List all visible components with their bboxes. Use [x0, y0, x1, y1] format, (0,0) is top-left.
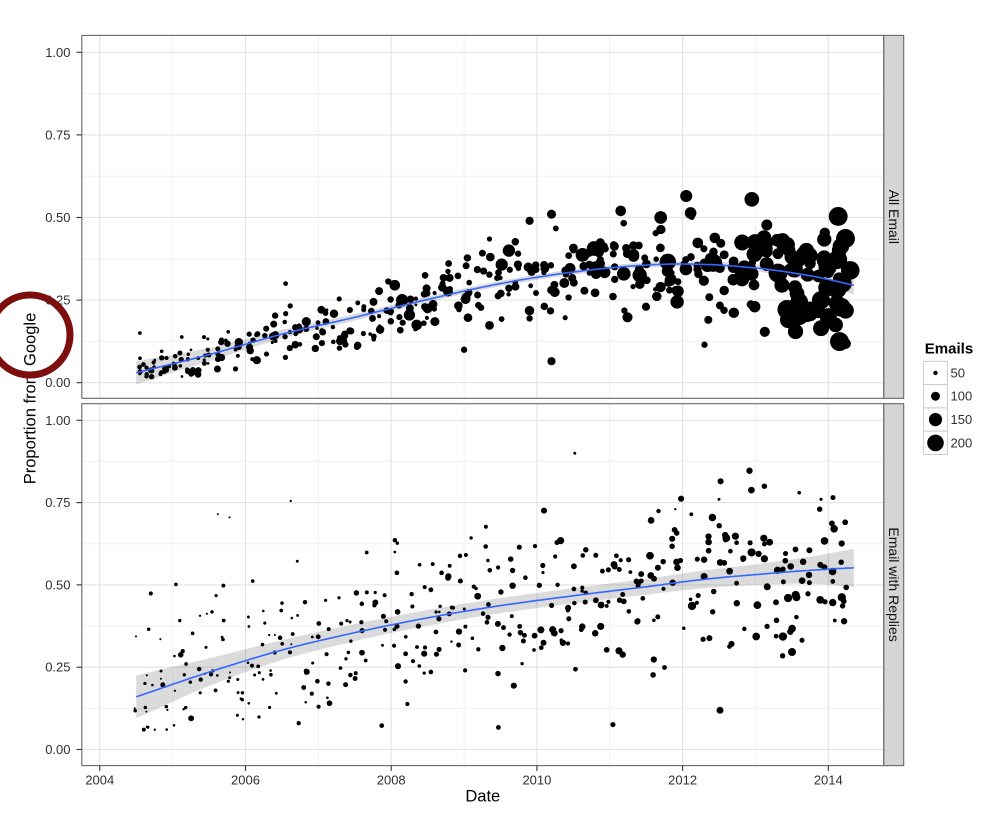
svg-text:100: 100	[951, 389, 973, 404]
svg-text:200: 200	[951, 435, 973, 450]
svg-text:0.00: 0.00	[45, 375, 70, 390]
svg-text:0.75: 0.75	[45, 495, 70, 510]
svg-text:150: 150	[951, 412, 973, 427]
svg-text:0.25: 0.25	[45, 660, 70, 675]
svg-text:0.50: 0.50	[45, 577, 70, 592]
svg-text:Proportion from Google: Proportion from Google	[22, 313, 40, 485]
svg-text:0.00: 0.00	[45, 742, 70, 757]
svg-text:2012: 2012	[668, 773, 697, 788]
svg-text:Emails: Emails	[925, 341, 973, 358]
svg-text:0.50: 0.50	[45, 210, 70, 225]
svg-text:Email with Replies: Email with Replies	[886, 527, 902, 641]
svg-text:2006: 2006	[231, 773, 260, 788]
svg-text:All Email: All Email	[886, 190, 902, 244]
svg-text:2014: 2014	[814, 773, 843, 788]
svg-text:2008: 2008	[377, 773, 406, 788]
svg-text:2004: 2004	[85, 773, 114, 788]
svg-text:50: 50	[951, 365, 965, 380]
svg-text:0.75: 0.75	[45, 127, 70, 142]
svg-text:1.00: 1.00	[45, 45, 70, 60]
svg-text:1.00: 1.00	[45, 413, 70, 428]
svg-text:2010: 2010	[522, 773, 551, 788]
svg-text:Date: Date	[465, 788, 500, 806]
